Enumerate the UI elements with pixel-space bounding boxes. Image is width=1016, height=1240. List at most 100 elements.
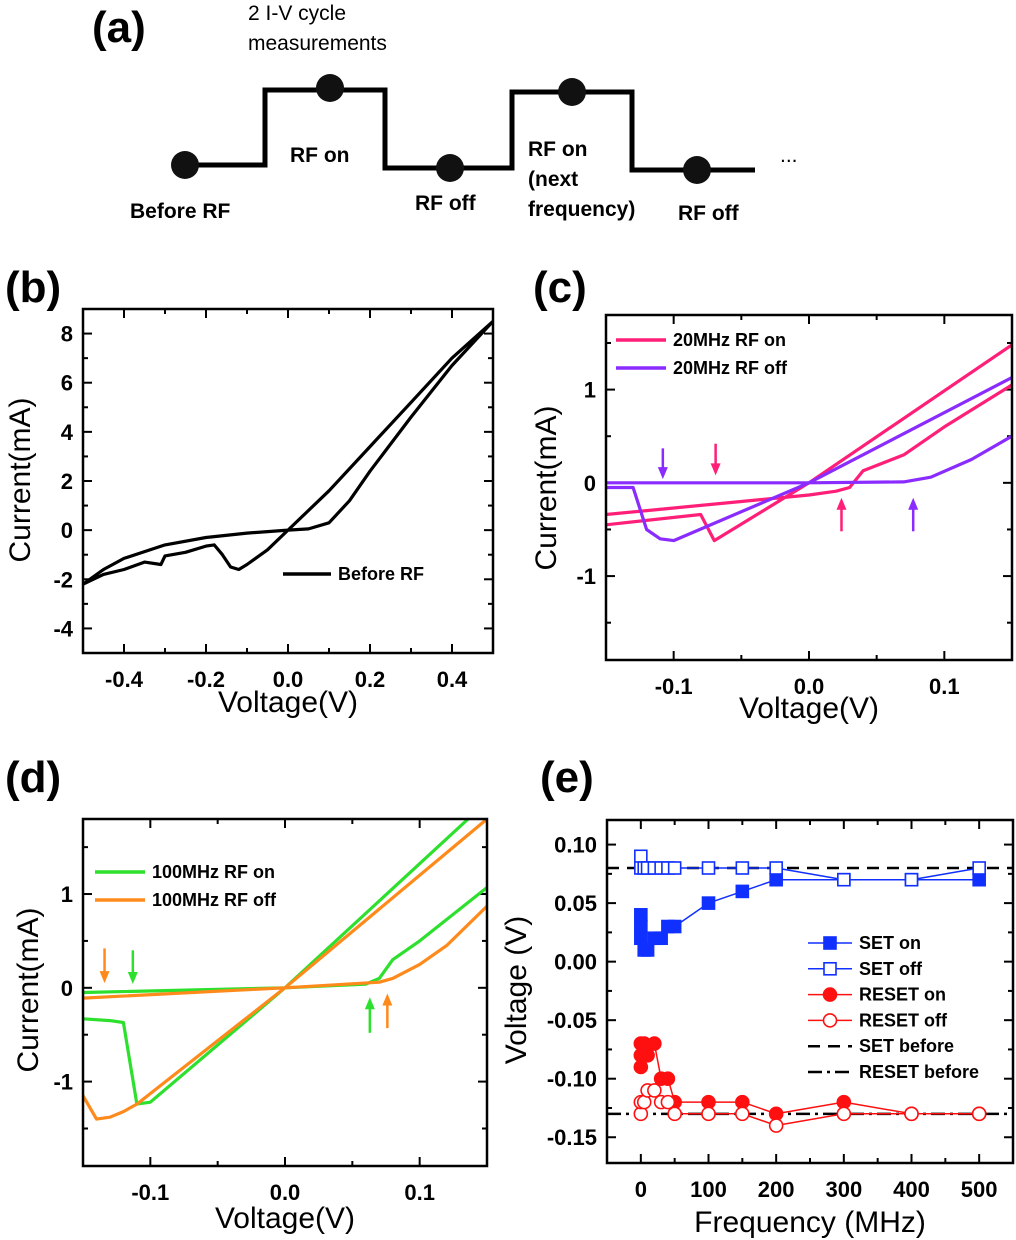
- panel-label: (c): [533, 263, 587, 312]
- x-tick-label: -0.1: [655, 674, 693, 699]
- plot-area: [606, 343, 1012, 543]
- plot-area: [83, 819, 487, 1121]
- step-label: RF off: [678, 202, 740, 225]
- x-tick-label: 0.0: [794, 674, 825, 699]
- plot-frame: [81, 307, 495, 655]
- arrow-head-icon: [364, 997, 375, 1010]
- step-label: frequency): [528, 198, 635, 221]
- data-point-circle: [971, 1106, 987, 1122]
- ellipsis: ...: [780, 144, 798, 167]
- rf-step-line: [185, 87, 755, 173]
- x-tick-label: 300: [825, 1177, 862, 1202]
- x-tick-label: 0.1: [404, 1180, 435, 1205]
- arrow-head-icon: [127, 972, 138, 985]
- data-point-circle: [660, 1094, 676, 1110]
- data-point-circle: [735, 1106, 750, 1122]
- arrow-head-icon: [710, 463, 721, 476]
- y-axis-label: Current(mA): [12, 907, 45, 1072]
- data-point-square: [634, 849, 648, 864]
- series-line: [606, 376, 1012, 543]
- series-line: [83, 819, 487, 1121]
- measurement-dot: [558, 78, 586, 106]
- panel-label: (e): [540, 753, 594, 802]
- step-label: RF on: [528, 138, 587, 161]
- data-point-circle: [660, 1071, 676, 1087]
- x-tick-label: 0.0: [273, 667, 304, 692]
- y-tick-label: -0.15: [547, 1125, 597, 1150]
- x-tick-label: 0.1: [929, 674, 960, 699]
- x-tick-label: 0: [635, 1177, 647, 1202]
- chart-b: (b) -0.4 -0.2 0.0 0.2 0.4 -4 -2 0 2 4 6 8 Voltage(V) C…: [4, 263, 495, 719]
- y-tick-label: 2: [61, 469, 73, 494]
- y-tick-label: 8: [61, 322, 73, 347]
- panel-a-diagram: (a) 2 I-V cycle measurements Before RF R…: [92, 2, 798, 225]
- chart-d: (d) -0.1 0.0 0.1 -1 0 1 Voltage(V) Current(mA) 10…: [5, 753, 489, 1235]
- legend-label: 100MHz RF on: [152, 862, 275, 882]
- panel-label-a: (a): [92, 3, 146, 52]
- arrow-head-icon: [908, 497, 919, 510]
- y-tick-label: -0.10: [547, 1067, 597, 1092]
- y-tick-label: 6: [61, 371, 73, 396]
- data-point-square: [701, 861, 716, 875]
- step-label: RF on: [290, 144, 349, 167]
- legend-label: 20MHz RF off: [673, 358, 788, 378]
- x-axis-label: Voltage(V): [215, 1202, 355, 1235]
- y-tick-label: -4: [53, 616, 73, 641]
- legend-marker: [823, 936, 837, 950]
- x-tick-label: 100: [690, 1177, 727, 1202]
- data-point-circle: [667, 1106, 682, 1122]
- y-tick-label: -1: [576, 564, 596, 589]
- legend-label: 20MHz RF on: [673, 330, 786, 350]
- x-tick-label: 400: [893, 1177, 930, 1202]
- step-label: Before RF: [130, 200, 231, 223]
- plot-frame: [605, 818, 1015, 1165]
- y-tick-label: -2: [53, 567, 73, 592]
- data-point-square: [634, 931, 648, 946]
- arrow-head-icon: [382, 993, 393, 1006]
- plot-area: [83, 319, 493, 586]
- x-tick-label: -0.2: [187, 667, 225, 692]
- data-point-square: [640, 943, 655, 957]
- data-point-circle: [640, 1048, 655, 1063]
- chart-c: (c) -0.1 0.0 0.1 -1 0 1 Voltage(V) Current(mA) 20…: [530, 263, 1014, 725]
- x-tick-label: -0.1: [131, 1180, 169, 1205]
- data-point-square: [701, 896, 716, 910]
- x-axis-label: Frequency (MHz): [694, 1206, 926, 1239]
- data-point-square: [837, 872, 851, 887]
- y-tick-label: 1: [584, 378, 596, 403]
- data-point-square: [972, 872, 986, 887]
- chart-e: (e) 0 100 200 300 400 500 -0.15 -0.10 -0.05 0.00 0.…: [500, 753, 1015, 1239]
- legend-label: SET on: [859, 933, 921, 953]
- measurement-dot: [683, 156, 711, 184]
- data-point-circle: [768, 1118, 784, 1133]
- step-label: (next: [528, 168, 578, 191]
- plot-frame: [604, 313, 1014, 662]
- legend-label: RESET before: [859, 1062, 979, 1082]
- data-point-circle: [701, 1106, 716, 1122]
- data-point-square: [667, 861, 682, 875]
- series-line: [83, 319, 493, 586]
- data-point-square: [634, 908, 648, 922]
- y-axis-label: Current(mA): [4, 397, 37, 562]
- data-point-square: [735, 861, 750, 875]
- data-point-square: [667, 919, 682, 934]
- y-tick-label: 0: [584, 471, 596, 496]
- x-tick-label: 0.2: [355, 667, 386, 692]
- data-point-circle: [647, 1083, 662, 1098]
- legend-label: 100MHz RF off: [152, 890, 277, 910]
- x-tick-label: 200: [758, 1177, 795, 1202]
- data-point-circle: [647, 1036, 662, 1051]
- measurement-dot: [316, 74, 344, 102]
- x-tick-label: 0.4: [437, 667, 468, 692]
- x-tick-label: -0.4: [105, 667, 144, 692]
- y-tick-label: 0.00: [554, 950, 597, 975]
- legend-marker: [823, 961, 837, 976]
- legend: [808, 936, 852, 1074]
- measurement-dot: [436, 154, 464, 182]
- y-tick-label: 0.05: [554, 891, 597, 916]
- data-point-square: [972, 861, 986, 875]
- arrow-head-icon: [836, 497, 847, 510]
- charts: (b) -0.4 -0.2 0.0 0.2 0.4 -4 -2 0 2 4 6 8 Voltage(V) C…: [4, 263, 1015, 1239]
- legend-label: SET before: [859, 1036, 954, 1056]
